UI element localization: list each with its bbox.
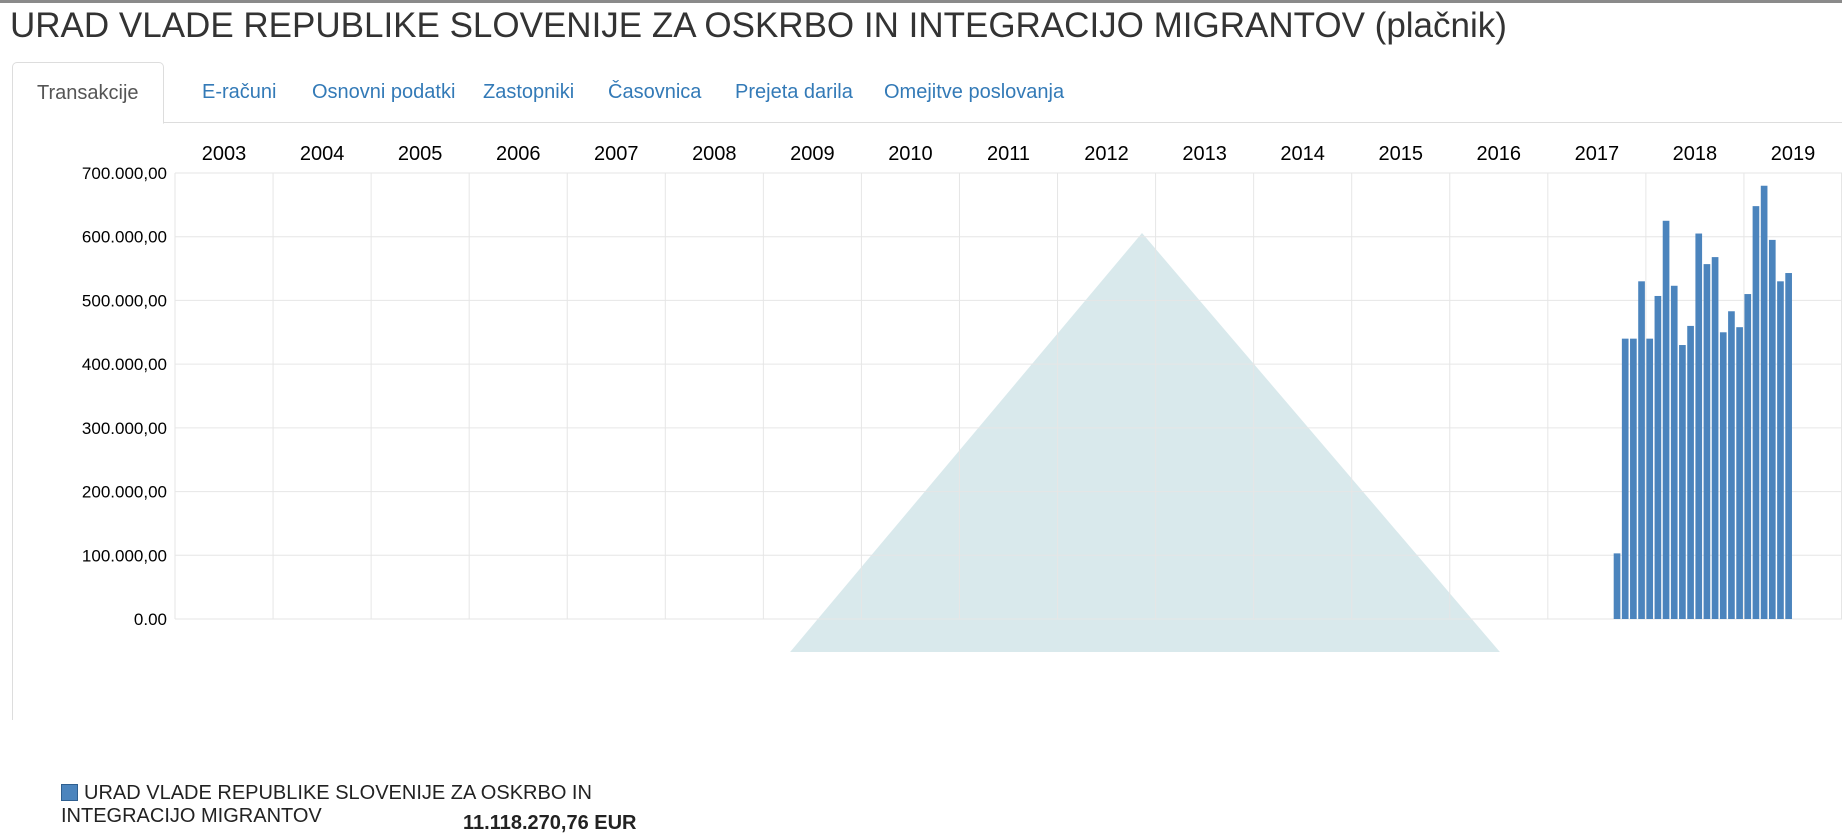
x-tick-label: 2006: [496, 143, 541, 165]
x-tick-label: 2011: [987, 143, 1030, 165]
tab-osnovni-podatki[interactable]: Osnovni podatki: [312, 81, 456, 103]
chart-bar[interactable]: [1736, 327, 1743, 619]
chart-bar[interactable]: [1719, 332, 1727, 619]
y-tick-label: 500.000,00: [82, 291, 167, 310]
chart-bar[interactable]: [1752, 206, 1760, 619]
x-tick-label: 2010: [888, 143, 933, 165]
x-tick-label: 2012: [1084, 143, 1129, 165]
tab-transakcije[interactable]: Transakcije: [12, 62, 164, 124]
chart-bar[interactable]: [1777, 281, 1784, 619]
chart-bar[interactable]: [1654, 295, 1662, 619]
watermark-triangle: [790, 233, 1500, 652]
chart-bar[interactable]: [1711, 257, 1719, 619]
top-border: [0, 0, 1842, 3]
x-tick-label: 2015: [1378, 143, 1423, 165]
y-tick-label: 400.000,00: [82, 355, 167, 374]
chart-bar[interactable]: [1768, 239, 1776, 619]
chart-bar[interactable]: [1646, 338, 1654, 619]
tab-casovnica[interactable]: Časovnica: [608, 81, 702, 103]
y-tick-label: 600.000,00: [82, 228, 167, 247]
chart-bar[interactable]: [1703, 264, 1711, 619]
chart-bar[interactable]: [1638, 281, 1645, 619]
y-tick-label: 700.000,00: [82, 164, 167, 183]
page-title: URAD VLADE REPUBLIKE SLOVENIJE ZA OSKRBO…: [10, 6, 1507, 45]
tab-prejeta-darila[interactable]: Prejeta darila: [735, 81, 853, 103]
y-tick-label: 200.000,00: [82, 483, 167, 502]
chart-bar[interactable]: [1679, 345, 1686, 619]
tab-zastopniki[interactable]: Zastopniki: [483, 81, 575, 103]
tab-e-racuni[interactable]: E-računi: [202, 81, 277, 103]
chart-bar[interactable]: [1613, 553, 1621, 619]
x-tick-label: 2019: [1771, 143, 1816, 165]
tab-bar: Transakcije E-računi Osnovni podatki Zas…: [12, 62, 1842, 124]
x-tick-label: 2013: [1182, 143, 1227, 165]
chart-bar[interactable]: [1630, 338, 1637, 619]
x-tick-label: 2017: [1575, 143, 1620, 165]
y-tick-label: 100.000,00: [82, 546, 167, 565]
chart-bar[interactable]: [1687, 325, 1694, 619]
transactions-chart: 700.000,00 600.000,00 500.000,00 400.000,00…: [82, 143, 1842, 652]
y-tick-label: 0.00: [134, 610, 167, 629]
tab-omejitve-poslovanja[interactable]: Omejitve poslovanja: [884, 81, 1065, 103]
chart-bar[interactable]: [1670, 285, 1678, 619]
chart-bar[interactable]: [1621, 338, 1629, 619]
x-tick-label: 2005: [398, 143, 443, 165]
chart-legend: URAD VLADE REPUBLIKE SLOVENIJE ZA OSKRBO…: [61, 782, 661, 834]
legend-total: 11.118.270,76 EUR: [463, 812, 637, 834]
y-tick-label: 300.000,00: [82, 419, 167, 438]
transactions-panel: 700.000,00 600.000,00 500.000,00 400.000,00…: [12, 122, 1842, 834]
chart-bar[interactable]: [1744, 294, 1752, 619]
chart-bar[interactable]: [1728, 311, 1735, 619]
x-tick-label: 2007: [594, 143, 639, 165]
chart-bar[interactable]: [1662, 220, 1670, 619]
x-tick-label: 2016: [1477, 143, 1522, 165]
x-tick-label: 2003: [202, 143, 247, 165]
x-tick-label: 2009: [790, 143, 835, 165]
legend-swatch[interactable]: [61, 784, 78, 801]
chart-bar[interactable]: [1760, 185, 1768, 619]
x-tick-label: 2008: [692, 143, 737, 165]
x-tick-label: 2004: [300, 143, 345, 165]
chart-bar[interactable]: [1695, 233, 1703, 619]
x-tick-label: 2018: [1673, 143, 1718, 165]
chart-bar[interactable]: [1785, 273, 1792, 619]
x-tick-label: 2014: [1280, 143, 1325, 165]
